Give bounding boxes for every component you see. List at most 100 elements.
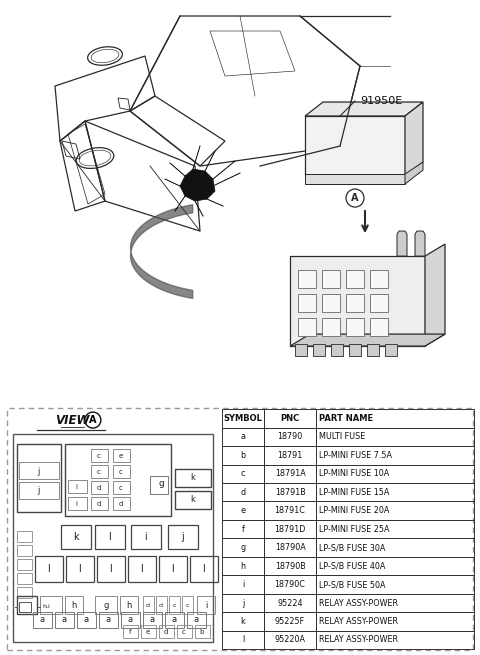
Text: c: c xyxy=(119,469,123,475)
Text: LP-MINI FUSE 25A: LP-MINI FUSE 25A xyxy=(319,525,390,534)
Text: 95225F: 95225F xyxy=(275,617,305,626)
Text: l: l xyxy=(48,564,50,574)
Bar xyxy=(65,444,171,516)
Bar xyxy=(316,520,474,538)
Bar xyxy=(113,481,130,494)
Text: a: a xyxy=(240,432,245,441)
Polygon shape xyxy=(305,102,423,116)
Bar xyxy=(17,545,32,556)
Bar xyxy=(222,483,264,502)
Bar xyxy=(113,497,130,510)
Bar xyxy=(222,502,264,520)
Text: i: i xyxy=(242,580,244,589)
Text: i: i xyxy=(76,501,78,507)
Bar xyxy=(316,446,474,464)
Text: A: A xyxy=(351,193,359,203)
Text: 18791A: 18791A xyxy=(275,469,305,478)
Bar xyxy=(290,256,425,346)
Text: PNC: PNC xyxy=(280,414,300,423)
Bar xyxy=(298,270,316,288)
Bar xyxy=(40,596,62,614)
Text: d: d xyxy=(164,629,168,635)
Text: SYMBOL: SYMBOL xyxy=(224,414,263,423)
Text: d: d xyxy=(96,501,101,507)
Text: c: c xyxy=(97,453,101,459)
Bar xyxy=(141,625,156,638)
Bar xyxy=(17,531,32,542)
Text: c: c xyxy=(185,603,189,608)
Text: a: a xyxy=(193,615,199,624)
Text: e: e xyxy=(119,453,123,459)
Text: g: g xyxy=(240,543,246,552)
Bar xyxy=(346,318,364,336)
Text: d: d xyxy=(96,485,101,491)
Bar xyxy=(222,520,264,538)
Bar xyxy=(222,464,264,483)
Text: l: l xyxy=(141,564,144,574)
Text: h: h xyxy=(126,601,132,610)
Text: MULTI FUSE: MULTI FUSE xyxy=(319,432,365,441)
Bar xyxy=(19,482,59,499)
Bar xyxy=(131,525,161,549)
Text: h: h xyxy=(240,561,245,571)
Text: a: a xyxy=(61,615,66,624)
Text: LP-S/B FUSE 50A: LP-S/B FUSE 50A xyxy=(319,580,385,589)
Bar xyxy=(197,596,215,614)
Bar xyxy=(17,559,32,570)
Text: ─────: ───── xyxy=(60,422,85,432)
Text: RELAY ASSY-POWER: RELAY ASSY-POWER xyxy=(319,617,398,626)
Bar xyxy=(177,625,192,638)
Bar xyxy=(316,594,474,612)
Text: LP-MINI FUSE 7.5A: LP-MINI FUSE 7.5A xyxy=(319,451,392,460)
Bar xyxy=(97,556,125,582)
Bar xyxy=(66,556,94,582)
Text: l: l xyxy=(203,564,205,574)
Bar xyxy=(222,594,264,612)
Bar xyxy=(316,538,474,557)
Bar xyxy=(55,612,74,627)
Bar xyxy=(123,625,138,638)
Polygon shape xyxy=(415,231,425,256)
Text: 18790C: 18790C xyxy=(275,580,305,589)
Text: A: A xyxy=(89,415,96,425)
Bar xyxy=(313,344,325,356)
Bar xyxy=(316,483,474,502)
Text: LP-MINI FUSE 10A: LP-MINI FUSE 10A xyxy=(319,469,389,478)
Text: a: a xyxy=(149,615,155,624)
Bar xyxy=(264,520,316,538)
Text: 18791C: 18791C xyxy=(275,506,305,515)
Bar xyxy=(68,497,87,510)
Bar xyxy=(61,525,91,549)
Text: j: j xyxy=(37,487,40,495)
Bar xyxy=(77,612,96,627)
Text: k: k xyxy=(191,495,195,504)
Text: e: e xyxy=(146,629,150,635)
Bar xyxy=(222,612,264,631)
Bar xyxy=(143,612,162,627)
Bar xyxy=(349,344,361,356)
Polygon shape xyxy=(290,334,445,346)
Bar xyxy=(222,538,264,557)
Bar xyxy=(169,596,180,614)
Bar xyxy=(91,449,108,462)
Bar xyxy=(295,344,307,356)
Bar xyxy=(316,612,474,631)
Bar xyxy=(222,575,264,594)
Bar xyxy=(264,538,316,557)
Text: c: c xyxy=(119,485,123,491)
Text: f: f xyxy=(129,629,131,635)
Bar xyxy=(322,270,340,288)
Text: c: c xyxy=(182,629,186,635)
Text: 95220A: 95220A xyxy=(275,635,306,645)
Bar xyxy=(159,556,187,582)
Polygon shape xyxy=(425,244,445,346)
Bar xyxy=(264,594,316,612)
Polygon shape xyxy=(397,231,407,256)
Bar xyxy=(113,449,130,462)
Bar xyxy=(68,480,87,493)
Bar xyxy=(316,464,474,483)
Text: 91950E: 91950E xyxy=(360,96,402,106)
Polygon shape xyxy=(405,162,423,184)
Bar xyxy=(17,573,32,584)
Text: c: c xyxy=(97,469,101,475)
